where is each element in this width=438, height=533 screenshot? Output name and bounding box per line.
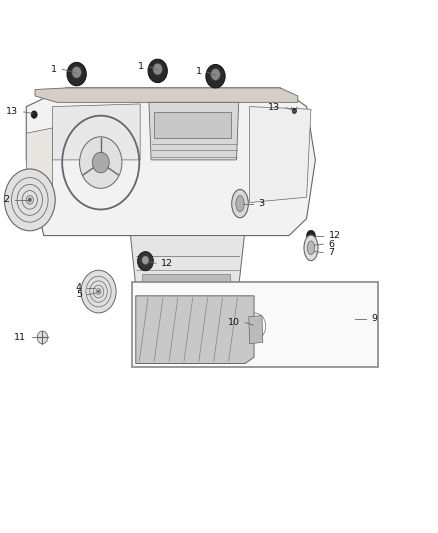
Text: 5: 5: [76, 290, 82, 299]
Circle shape: [81, 270, 116, 313]
Circle shape: [292, 108, 297, 114]
Polygon shape: [26, 88, 315, 236]
Polygon shape: [149, 102, 239, 160]
Polygon shape: [249, 316, 263, 344]
Ellipse shape: [232, 189, 248, 218]
Circle shape: [72, 67, 81, 78]
Text: 13: 13: [268, 103, 280, 112]
Polygon shape: [53, 104, 140, 160]
Circle shape: [138, 252, 153, 271]
Circle shape: [142, 256, 149, 264]
Text: 1: 1: [195, 68, 201, 76]
Polygon shape: [35, 88, 298, 102]
Ellipse shape: [307, 241, 314, 255]
Circle shape: [28, 198, 32, 202]
Circle shape: [253, 324, 257, 328]
Circle shape: [148, 59, 167, 83]
Circle shape: [211, 69, 220, 80]
Text: 1: 1: [138, 62, 144, 71]
Text: 4: 4: [76, 284, 82, 292]
Circle shape: [238, 306, 272, 346]
Ellipse shape: [236, 196, 244, 212]
Text: 1: 1: [51, 65, 57, 74]
Text: 12: 12: [328, 231, 340, 240]
FancyBboxPatch shape: [154, 112, 231, 138]
Text: 6: 6: [328, 240, 335, 248]
FancyBboxPatch shape: [132, 282, 378, 367]
Circle shape: [97, 290, 100, 293]
FancyBboxPatch shape: [142, 274, 230, 282]
Polygon shape: [250, 107, 311, 203]
Ellipse shape: [304, 235, 318, 261]
Text: 9: 9: [371, 314, 378, 323]
Text: 3: 3: [258, 199, 265, 208]
Text: 7: 7: [328, 248, 335, 257]
Text: 13: 13: [6, 108, 18, 116]
Circle shape: [80, 137, 122, 188]
Text: 10: 10: [228, 318, 240, 327]
Polygon shape: [131, 236, 244, 287]
Text: 11: 11: [14, 333, 26, 342]
Circle shape: [92, 152, 109, 173]
Circle shape: [31, 111, 37, 118]
Text: 2: 2: [4, 196, 10, 204]
Circle shape: [37, 331, 48, 344]
Polygon shape: [26, 128, 53, 213]
Circle shape: [4, 169, 55, 231]
Circle shape: [206, 64, 225, 88]
Text: 12: 12: [161, 259, 173, 268]
Circle shape: [153, 63, 162, 75]
Circle shape: [307, 230, 315, 241]
Circle shape: [67, 62, 86, 86]
Polygon shape: [136, 296, 254, 364]
